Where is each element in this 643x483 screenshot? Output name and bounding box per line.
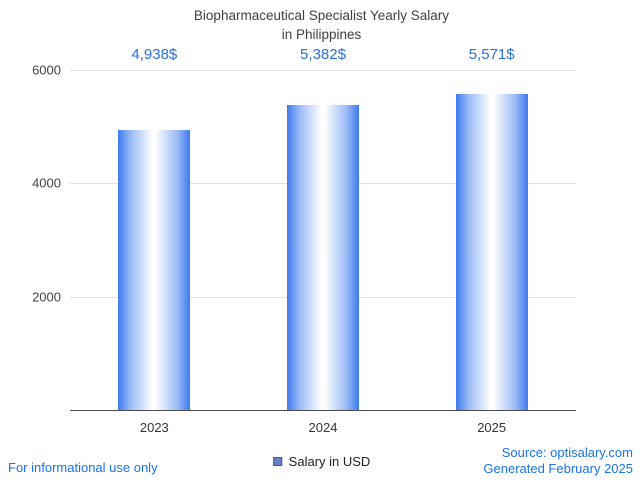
x-axis-label: 2025 [477,420,507,435]
generated-date: Generated February 2025 [483,460,633,476]
legend-label: Salary in USD [288,454,371,469]
chart-title-line1: Biopharmaceutical Specialist Yearly Sala… [193,8,450,23]
bar-2024[interactable] [287,105,359,410]
legend-item-salary-in-usd[interactable]: Salary in USD [272,454,371,469]
chart-title: Biopharmaceutical Specialist Yearly Sala… [0,7,643,45]
disclaimer-link[interactable]: For informational use only [8,460,158,475]
bar-value-label: 5,382$ [300,46,346,63]
bar-value-label: 4,938$ [131,46,178,63]
bar-2025[interactable] [455,94,528,410]
chart-title-line2: in Philippines [281,26,362,42]
x-axis-label: 2023 [139,420,169,435]
gridline [70,70,576,71]
source-link[interactable]: Source: optisalary.com [501,444,633,460]
y-axis-tick-label: 4000 [32,175,61,191]
source-block: Source: optisalary.com Generated Februar… [483,445,633,478]
plot-area: 2000 4000 6000 4,938$ 2023 5,382$ 2024 5,571$ 20… [32,46,576,435]
x-axis-label: 2024 [308,420,338,435]
legend-swatch-icon [272,457,282,466]
y-axis-tick-label: 2000 [32,289,61,305]
bar-value-label: 5,571$ [468,46,515,63]
y-axis-tick-label: 6000 [32,62,61,78]
bar-2023[interactable] [118,130,191,410]
